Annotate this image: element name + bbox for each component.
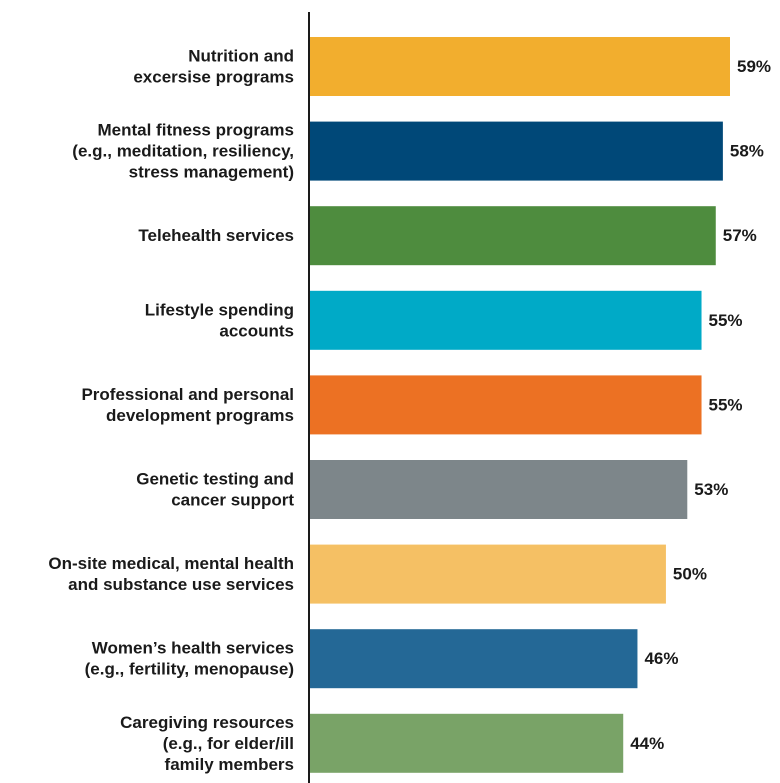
- category-labels: Nutrition and excersise programs Mental fi…: [48, 47, 294, 774]
- category-label-line: Telehealth services: [138, 226, 294, 245]
- category-label-3: Lifestyle spending accounts: [145, 300, 294, 340]
- bar-6: [310, 544, 666, 604]
- category-label-5: Genetic testing and cancer support: [136, 470, 294, 510]
- category-label-line: development programs: [106, 406, 294, 425]
- bar-4: [310, 375, 702, 435]
- value-label-4: 55%: [709, 395, 743, 414]
- category-label-4: Professional and personal development pro…: [81, 385, 294, 425]
- category-label-line: Lifestyle spending: [145, 300, 294, 319]
- value-labels: 59% 58% 57% 55% 55% 53% 50% 46% 44%: [630, 57, 771, 753]
- category-label-line: and substance use services: [68, 575, 294, 594]
- category-label-6: On-site medical, mental health and substa…: [48, 554, 294, 594]
- value-label-2: 57%: [723, 226, 757, 245]
- category-label-1: Mental fitness programs (e.g., meditation…: [72, 121, 294, 182]
- bar-5: [310, 460, 688, 519]
- value-label-1: 58%: [730, 142, 764, 161]
- category-label-line: Professional and personal: [81, 385, 294, 404]
- bars-layer: [310, 37, 730, 773]
- category-label-line: (e.g., for elder/ill: [163, 734, 294, 753]
- value-label-3: 55%: [709, 311, 743, 330]
- category-label-line: Nutrition and: [188, 47, 294, 66]
- category-label-line: cancer support: [171, 491, 294, 510]
- bar-3: [310, 290, 702, 350]
- bar-8: [310, 713, 624, 773]
- category-label-line: Mental fitness programs: [98, 121, 295, 140]
- category-label-line: (e.g., fertility, menopause): [85, 660, 294, 679]
- category-label-line: Genetic testing and: [136, 470, 294, 489]
- category-label-line: Caregiving resources: [120, 713, 294, 732]
- category-label-2: Telehealth services: [138, 226, 294, 245]
- category-label-line: (e.g., meditation, resiliency,: [72, 142, 294, 161]
- category-label-line: stress management): [129, 163, 294, 182]
- category-label-8: Caregiving resources (e.g., for elder/ill…: [120, 713, 294, 774]
- value-label-8: 44%: [630, 734, 664, 753]
- category-label-line: On-site medical, mental health: [48, 554, 294, 573]
- bar-7: [310, 629, 638, 689]
- category-label-line: excersise programs: [133, 68, 294, 87]
- category-label-0: Nutrition and excersise programs: [133, 47, 294, 87]
- value-label-6: 50%: [673, 565, 707, 584]
- value-label-7: 46%: [644, 649, 678, 668]
- category-label-line: accounts: [219, 321, 294, 340]
- bar-1: [310, 121, 723, 181]
- bar-0: [310, 37, 730, 96]
- value-label-0: 59%: [737, 57, 771, 76]
- category-label-7: Women’s health services (e.g., fertility,…: [85, 639, 294, 679]
- value-label-5: 53%: [694, 480, 728, 499]
- category-label-line: Women’s health services: [92, 639, 294, 658]
- category-label-line: family members: [165, 755, 294, 774]
- bar-2: [310, 206, 716, 266]
